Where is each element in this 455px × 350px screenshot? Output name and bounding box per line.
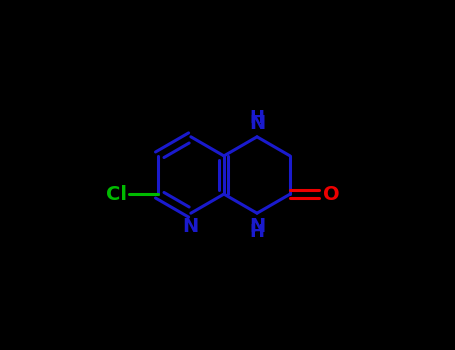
Text: H: H [249, 223, 264, 241]
Text: Cl: Cl [106, 184, 126, 204]
Text: N: N [249, 114, 265, 133]
Text: N: N [249, 217, 265, 236]
Text: H: H [249, 109, 264, 127]
Text: N: N [183, 217, 199, 236]
Text: O: O [323, 184, 339, 204]
